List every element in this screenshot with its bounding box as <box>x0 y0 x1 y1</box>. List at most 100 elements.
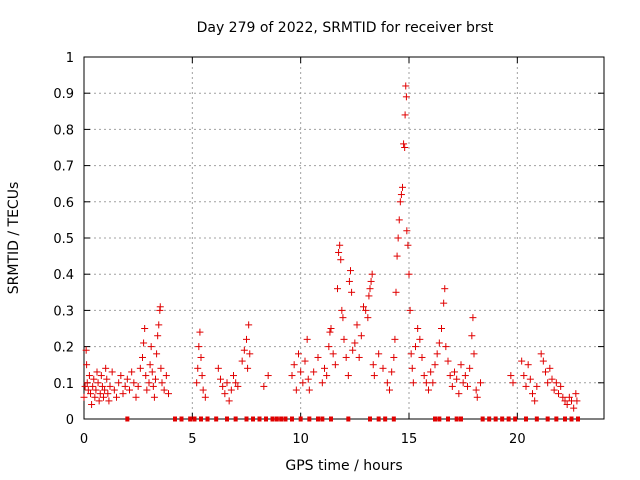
data-point <box>94 379 102 387</box>
data-point <box>157 364 165 372</box>
data-point <box>199 386 207 394</box>
data-point <box>404 241 412 249</box>
data-point <box>412 343 419 351</box>
data-point <box>219 382 227 390</box>
data-point <box>85 372 93 380</box>
data-point <box>327 325 335 332</box>
zero-marker <box>513 416 518 422</box>
data-point <box>522 382 530 390</box>
data-point <box>321 364 328 372</box>
zero-marker <box>264 416 268 422</box>
zero-marker <box>506 416 511 422</box>
data-point <box>544 379 552 387</box>
x-tick-label: 5 <box>188 432 196 447</box>
data-point <box>433 350 441 358</box>
data-point <box>91 393 99 401</box>
data-point <box>117 372 125 380</box>
data-point <box>565 393 573 401</box>
data-point <box>457 361 465 369</box>
data-point <box>468 332 476 340</box>
data-point <box>542 368 549 376</box>
data-point <box>130 379 138 387</box>
data-point <box>318 379 326 387</box>
data-point <box>297 368 305 376</box>
data-point <box>408 364 416 372</box>
zero-marker <box>554 416 559 422</box>
data-point <box>405 270 413 278</box>
data-point <box>526 375 534 383</box>
data-point <box>142 372 150 380</box>
data-point <box>134 382 142 390</box>
data-point <box>194 364 202 372</box>
data-point <box>357 332 365 340</box>
data-point <box>390 353 398 361</box>
zero-marker <box>173 416 177 422</box>
data-point <box>337 256 345 264</box>
data-point <box>440 299 448 307</box>
data-point <box>87 390 94 398</box>
data-point <box>230 372 237 380</box>
y-tick-label: 0.1 <box>53 377 74 392</box>
y-tick-label: 0.2 <box>53 341 74 356</box>
data-point <box>366 285 374 293</box>
x-tick-label: 0 <box>80 432 88 447</box>
zero-marker <box>545 416 550 422</box>
data-point <box>459 379 467 387</box>
data-point <box>162 372 170 380</box>
zero-marker <box>320 416 325 422</box>
data-point <box>165 390 172 398</box>
data-point <box>369 361 377 369</box>
data-point <box>550 386 558 394</box>
zero-marker <box>244 416 249 422</box>
data-point <box>104 390 112 398</box>
zero-marker <box>192 416 197 422</box>
zero-marker <box>290 416 294 422</box>
data-point <box>331 361 339 369</box>
data-point <box>223 379 231 387</box>
data-point <box>264 372 272 380</box>
data-point <box>362 306 370 314</box>
data-point <box>102 364 110 372</box>
zero-marker <box>459 416 463 422</box>
data-point <box>214 364 222 372</box>
data-point <box>121 382 129 390</box>
data-point <box>336 241 344 249</box>
zero-marker <box>433 416 437 422</box>
data-point <box>325 343 333 351</box>
y-tick-label: 0.3 <box>53 304 74 319</box>
data-point <box>461 372 469 380</box>
zero-marker <box>368 416 372 422</box>
data-point <box>420 372 428 380</box>
data-point <box>349 346 357 354</box>
data-point <box>379 364 387 372</box>
data-point <box>141 325 149 332</box>
data-point <box>509 379 517 387</box>
y-tick-label: 0.8 <box>53 123 74 138</box>
data-point <box>441 285 449 293</box>
x-tick-label: 10 <box>292 432 309 447</box>
data-point <box>227 386 235 394</box>
data-point <box>299 379 307 387</box>
data-point <box>303 335 311 343</box>
data-point <box>402 93 410 101</box>
data-point <box>154 332 162 340</box>
data-point <box>123 375 131 383</box>
data-point <box>370 372 378 380</box>
data-point <box>221 390 229 398</box>
data-point <box>338 306 346 314</box>
zero-marker <box>316 416 320 422</box>
data-point <box>353 321 361 329</box>
data-point <box>557 382 565 390</box>
data-point <box>533 382 541 390</box>
y-tick-label: 0.7 <box>53 160 74 175</box>
data-point <box>83 361 91 369</box>
zero-marker <box>188 416 193 422</box>
data-point <box>416 335 424 343</box>
data-point <box>153 350 161 358</box>
data-point <box>529 390 536 398</box>
data-point <box>314 353 322 361</box>
data-point <box>572 390 580 398</box>
data-point <box>292 386 300 394</box>
data-point <box>193 379 201 387</box>
zero-marker <box>329 416 333 422</box>
